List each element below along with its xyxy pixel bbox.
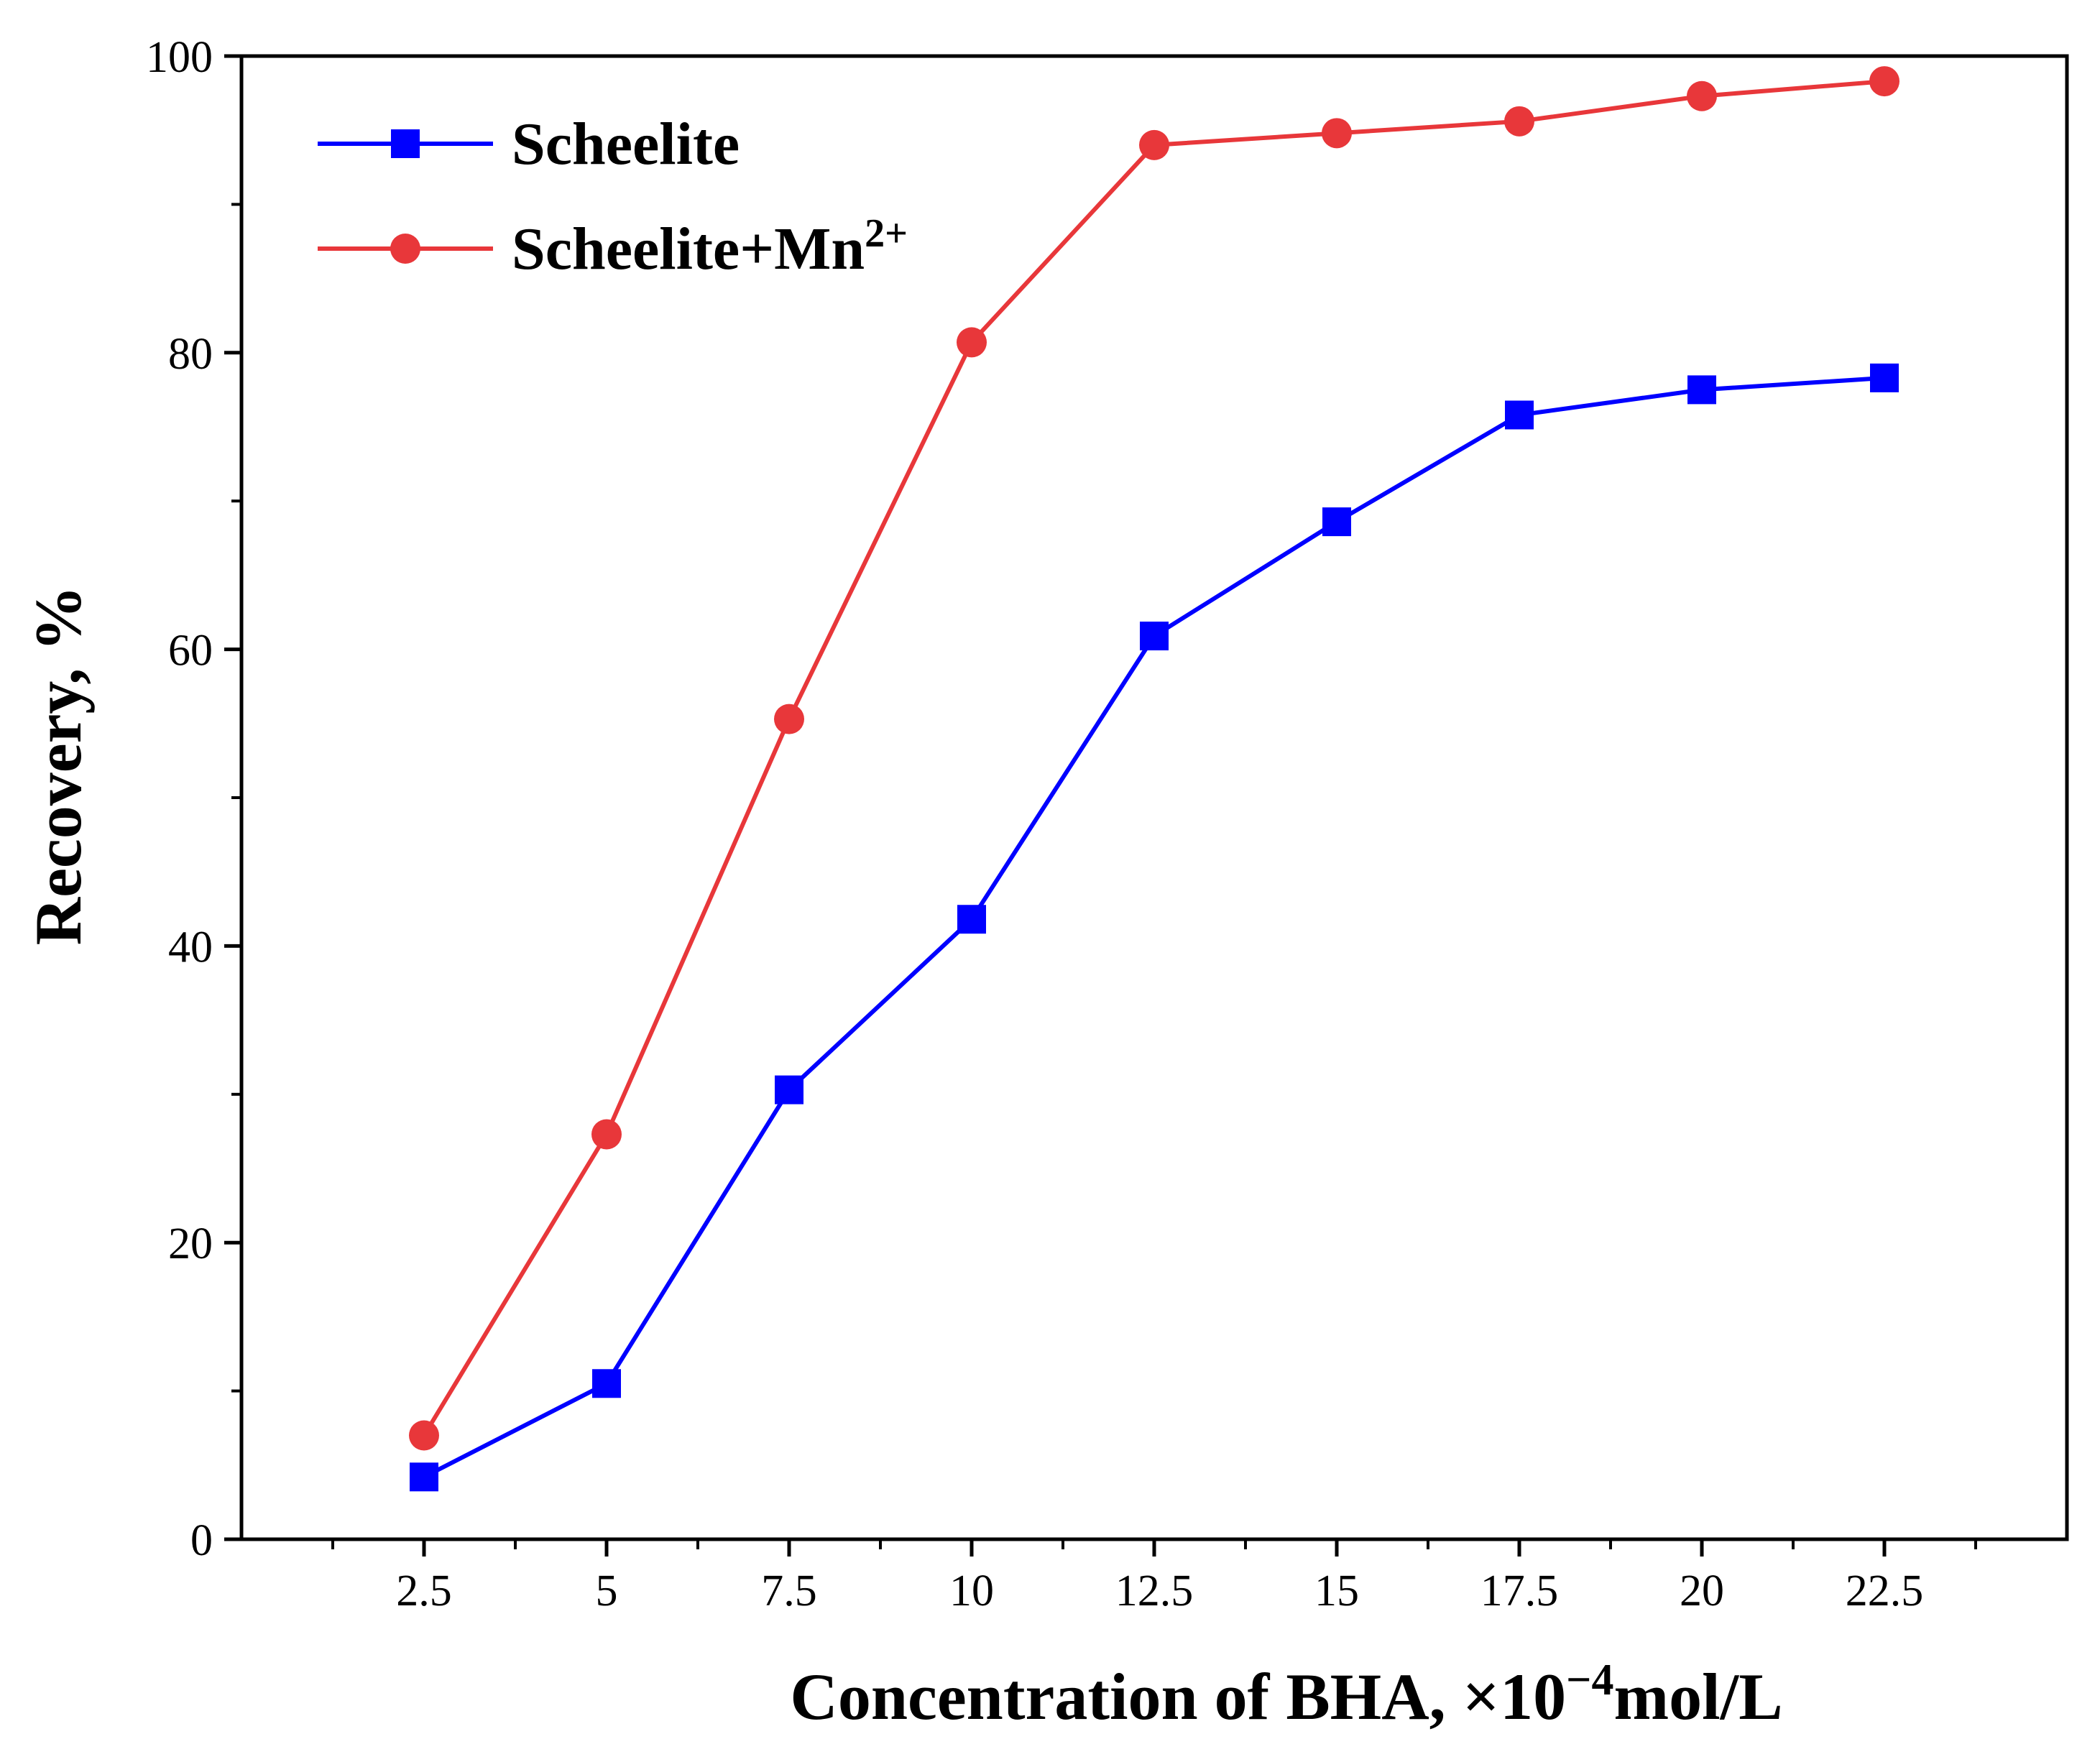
legend-label: Scheelite: [512, 111, 740, 177]
x-axis-title-prefix: Concentration of BHA, ×10: [790, 1660, 1566, 1733]
x-tick-label: 10: [949, 1567, 994, 1615]
data-point: [957, 327, 987, 358]
data-point: [592, 1369, 621, 1398]
data-point: [1140, 622, 1169, 651]
x-tick-label: 22.5: [1846, 1567, 1924, 1615]
series-line: [423, 375, 1885, 1479]
x-tick-label: 15: [1314, 1567, 1359, 1615]
y-tick-label: 60: [168, 627, 213, 675]
data-point: [1139, 129, 1169, 160]
data-point: [957, 905, 986, 934]
series-0: [410, 363, 1899, 1492]
series-layer: [409, 66, 1899, 1492]
data-point: [1505, 400, 1534, 430]
axes: 2.5 5 7.5 10 12.5 15 17.5 20 22.5 0 20 40 60 80 100: [146, 33, 2069, 1615]
data-point: [774, 704, 804, 734]
data-point: [591, 1119, 622, 1150]
data-point: [1687, 375, 1716, 405]
x-tick-label: 20: [1680, 1567, 1724, 1615]
y-tick-label: 40: [168, 923, 213, 972]
series-1: [409, 66, 1899, 1451]
x-tick-label: 2.5: [396, 1567, 452, 1615]
legend: Scheelite Scheelite+Mn2+: [318, 111, 908, 282]
x-tick-label: 5: [596, 1567, 618, 1615]
x-axis-title-exponent: −4: [1566, 1656, 1613, 1705]
legend-marker: [391, 129, 420, 158]
data-point: [1870, 363, 1899, 392]
x-tick-label: 12.5: [1115, 1567, 1194, 1615]
data-point: [1322, 118, 1352, 149]
y-axis-title: Recovery, %: [22, 586, 95, 946]
legend-label-superscript: 2+: [865, 211, 908, 256]
y-tick-label: 20: [168, 1219, 213, 1268]
x-tick-label: 17.5: [1480, 1567, 1559, 1615]
y-tick-label: 0: [190, 1516, 213, 1565]
data-point: [1322, 507, 1351, 537]
y-tick-label: 80: [168, 330, 213, 379]
legend-label-text: Scheelite+Mn: [512, 216, 865, 282]
data-point: [1687, 80, 1717, 111]
legend-label: Scheelite+Mn2+: [512, 211, 908, 282]
x-axis-title: Concentration of BHA, ×10−4mol/L: [790, 1656, 1782, 1733]
x-tick-label: 7.5: [761, 1567, 817, 1615]
data-point: [409, 1420, 439, 1451]
data-point: [1869, 66, 1899, 97]
series-line: [422, 79, 1885, 1437]
y-tick-label: 100: [146, 33, 213, 82]
data-point: [1504, 106, 1534, 137]
legend-marker: [390, 234, 420, 264]
data-point: [775, 1075, 803, 1105]
data-point: [410, 1462, 438, 1492]
legend-label-text: Scheelite: [512, 111, 740, 177]
x-axis-title-suffix: mol/L: [1613, 1660, 1782, 1733]
